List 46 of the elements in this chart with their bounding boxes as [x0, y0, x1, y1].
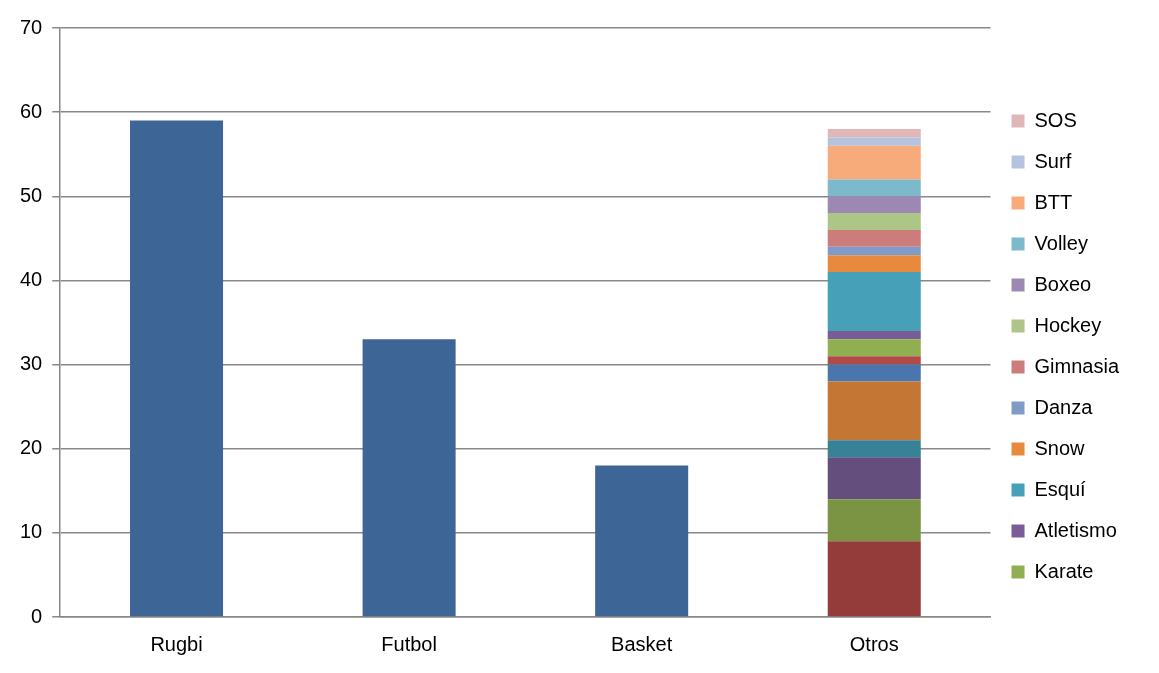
- bar: [827, 196, 921, 214]
- legend-label: Gimnasia: [1034, 354, 1120, 377]
- legend-label: Volley: [1034, 231, 1088, 254]
- bar: [827, 137, 921, 146]
- bar: [827, 457, 921, 500]
- y-tick-label: 70: [20, 15, 43, 38]
- bar: [827, 255, 921, 273]
- legend-label: BTT: [1034, 190, 1073, 213]
- bar: [827, 440, 921, 458]
- bar: [827, 179, 921, 197]
- y-tick-label: 40: [20, 267, 43, 290]
- x-tick-label: Otros: [849, 632, 899, 655]
- y-tick-label: 0: [31, 604, 43, 627]
- bar: [827, 330, 921, 340]
- bar: [827, 381, 921, 441]
- bar: [827, 246, 921, 256]
- bar: [827, 272, 921, 331]
- y-tick-label: 20: [20, 436, 43, 459]
- bar: [362, 339, 456, 617]
- y-tick-label: 60: [20, 99, 43, 122]
- bar: [595, 465, 689, 617]
- legend-label: Atletismo: [1034, 518, 1117, 541]
- bar: [827, 499, 921, 542]
- legend-label: SOS: [1034, 108, 1077, 131]
- legend-label: Snow: [1034, 436, 1086, 459]
- legend-label: Esquí: [1034, 477, 1087, 500]
- y-tick-label: 30: [20, 352, 43, 375]
- y-tick-label: 10: [20, 520, 43, 543]
- legend-label: Hockey: [1034, 313, 1102, 336]
- bar: [827, 213, 921, 230]
- legend-label: Karate: [1034, 559, 1094, 582]
- bar: [827, 145, 921, 180]
- bar: [827, 356, 921, 365]
- legend-label: Danza: [1034, 395, 1094, 418]
- x-tick-label: Rugbi: [150, 632, 203, 655]
- y-tick-label: 50: [20, 183, 43, 206]
- x-tick-label: Basket: [611, 632, 673, 655]
- legend-label: Boxeo: [1034, 272, 1092, 295]
- bar: [827, 229, 921, 247]
- bar: [827, 364, 921, 382]
- legend-label: Surf: [1034, 149, 1072, 172]
- x-tick-label: Futbol: [381, 632, 437, 655]
- bar: [827, 128, 921, 138]
- bar: [827, 541, 921, 617]
- bar: [130, 120, 224, 617]
- bar: [827, 339, 921, 357]
